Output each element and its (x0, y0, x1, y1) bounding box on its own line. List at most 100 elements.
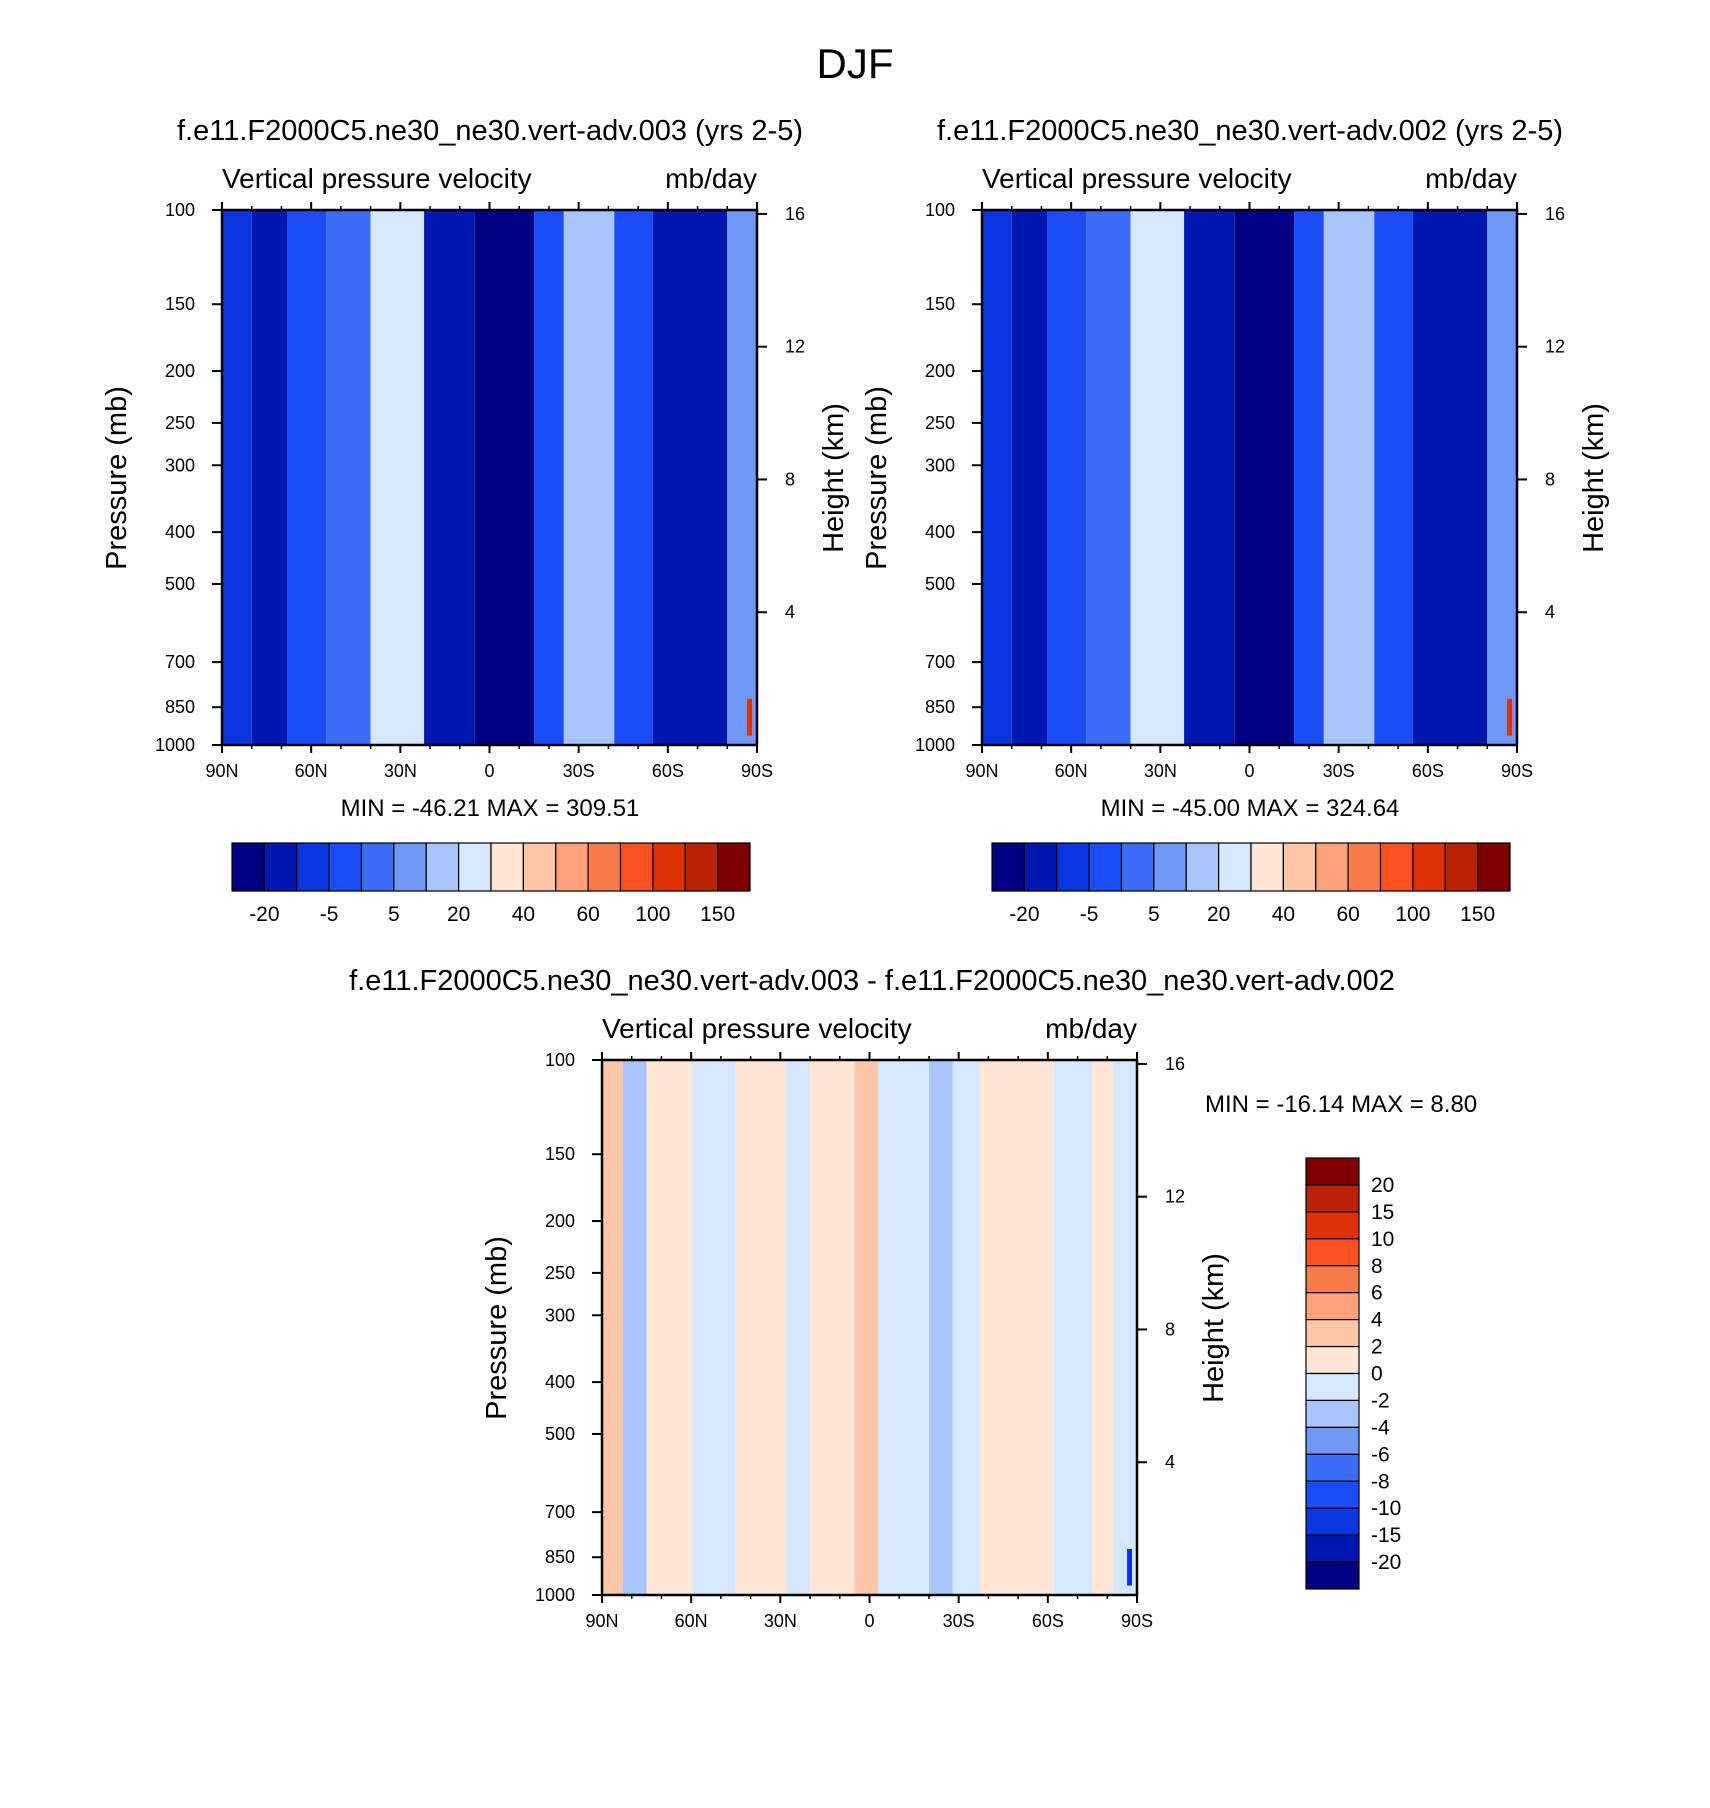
colorbar-swatch (1056, 842, 1090, 892)
height-tick-label: 16 (1165, 1054, 1185, 1074)
y-tick-label: 400 (925, 522, 955, 542)
field-band (474, 210, 535, 745)
height-tick-label: 12 (1165, 1187, 1185, 1207)
field-band (1487, 210, 1517, 745)
y-tick-label: 200 (545, 1211, 575, 1231)
field-band (1086, 210, 1131, 745)
figure-title: DJF (817, 40, 894, 87)
field-band (622, 1060, 647, 1595)
panel-2: f.e11.F2000C5.ne30_ne30.vert-adv.002 (yr… (861, 115, 1610, 926)
field-band (1047, 210, 1087, 745)
colorbar-swatch (1305, 1426, 1360, 1455)
panel-2-plot-area: 90N 60N 30N 0 30S 60S 90S 100 150 200 250 300 400 500… (915, 200, 1565, 781)
colorbar-label: -20 (1371, 1551, 1401, 1574)
field-band (222, 210, 252, 745)
field-band (1092, 1060, 1114, 1595)
colorbar-swatch (1088, 842, 1123, 892)
colorbar-label: 40 (512, 903, 535, 926)
field-band (1053, 1060, 1093, 1595)
x-tick-label: 90N (585, 1611, 618, 1631)
x-tick-label: 0 (1244, 761, 1254, 781)
height-tick-label: 4 (1545, 602, 1555, 622)
y-tick-label: 100 (545, 1050, 575, 1070)
colorbar-swatch (328, 842, 363, 892)
panel-2-ylabel-right: Height (km) (1578, 403, 1610, 553)
panel-1-plot-area: 90N 60N 30N 0 30S 60S 90S 100 150 200 250 300 400 500… (155, 200, 805, 781)
y-tick-label: 250 (925, 413, 955, 433)
y-tick-label: 250 (545, 1263, 575, 1283)
y-tick-label: 500 (165, 574, 195, 594)
colorbar-label: 60 (576, 903, 599, 926)
colorbar-swatch (1218, 842, 1252, 892)
panel-2-minmax: MIN = -45.00 MAX = 324.64 (1101, 795, 1400, 822)
field-band (854, 1060, 879, 1595)
colorbar-label: -10 (1371, 1497, 1401, 1520)
y-tick-label: 500 (545, 1424, 575, 1444)
field-band (652, 210, 728, 745)
y-tick-label: 850 (165, 697, 195, 717)
field-band (370, 210, 425, 745)
y-tick-label: 700 (165, 652, 195, 672)
colorbar-swatch (1023, 842, 1058, 892)
colorbar-swatch (1305, 1561, 1360, 1590)
colorbar-label: 5 (1148, 903, 1160, 926)
colorbar-label: -2 (1371, 1389, 1390, 1412)
panel-2-colorbar: -20 -5 5 20 40 60 100 150 (991, 842, 1511, 926)
colorbar-swatch (1305, 1534, 1360, 1563)
x-tick-label: 60S (1412, 761, 1444, 781)
colorbar-label: 10 (1371, 1228, 1394, 1251)
field-band (602, 1060, 623, 1595)
colorbar-label: -6 (1371, 1443, 1390, 1466)
colorbar-swatch (1305, 1507, 1360, 1536)
field-band (982, 210, 1012, 745)
colorbar-swatch (1305, 1157, 1360, 1186)
x-tick-label: 90S (741, 761, 773, 781)
field-band (424, 210, 475, 745)
y-tick-label: 400 (165, 522, 195, 542)
polar-extreme (1507, 698, 1513, 736)
field-band (251, 210, 288, 745)
height-tick-label: 16 (785, 204, 805, 224)
panel-3-ylabel-right: Height (km) (1198, 1253, 1230, 1403)
height-tick-label: 16 (1545, 204, 1565, 224)
panel-2-variable: Vertical pressure velocity (982, 163, 1292, 194)
colorbar-swatch (1120, 842, 1155, 892)
field-band (1130, 210, 1185, 745)
field-band (1234, 210, 1295, 745)
colorbar-swatch (1305, 1292, 1360, 1321)
colorbar-label: 8 (1371, 1255, 1383, 1278)
y-tick-label: 250 (165, 413, 195, 433)
colorbar-swatch (393, 842, 427, 892)
y-tick-label: 300 (545, 1305, 575, 1325)
panel-3: f.e11.F2000C5.ne30_ne30.vert-adv.003 - f… (349, 965, 1477, 1631)
x-tick-label: 30N (1144, 761, 1177, 781)
colorbar-swatch (555, 842, 589, 892)
colorbar-label: -5 (1080, 903, 1099, 926)
field-band (727, 210, 757, 745)
field-band (326, 210, 371, 745)
panel-3-minmax: MIN = -16.14 MAX = 8.80 (1205, 1091, 1477, 1118)
colorbar-swatch (1315, 842, 1349, 892)
height-tick-label: 8 (1165, 1319, 1175, 1339)
colorbar-swatch (1379, 842, 1414, 892)
colorbar-label: 15 (1371, 1201, 1394, 1224)
colorbar-swatch (263, 842, 298, 892)
colorbar-label: 0 (1371, 1363, 1383, 1386)
panel-3-ylabel: Pressure (mb) (481, 1236, 513, 1420)
x-tick-label: 30S (943, 1611, 975, 1631)
colorbar-swatch (1282, 842, 1317, 892)
y-tick-label: 100 (165, 200, 195, 220)
colorbar-swatch (1185, 842, 1220, 892)
colorbar-label: 20 (1207, 903, 1230, 926)
colorbar-swatch (425, 842, 460, 892)
x-tick-label: 30S (1323, 761, 1355, 781)
panel-1-minmax: MIN = -46.21 MAX = 309.51 (341, 795, 640, 822)
field-band (735, 1060, 787, 1595)
y-tick-label: 150 (925, 294, 955, 314)
y-tick-label: 300 (165, 455, 195, 475)
colorbar-swatch (1412, 842, 1446, 892)
field-band (928, 1060, 953, 1595)
field-band (614, 210, 653, 745)
colorbar-swatch (1250, 842, 1284, 892)
panel-1-colorbar: -20 -5 5 20 40 60 100 150 (231, 842, 751, 926)
